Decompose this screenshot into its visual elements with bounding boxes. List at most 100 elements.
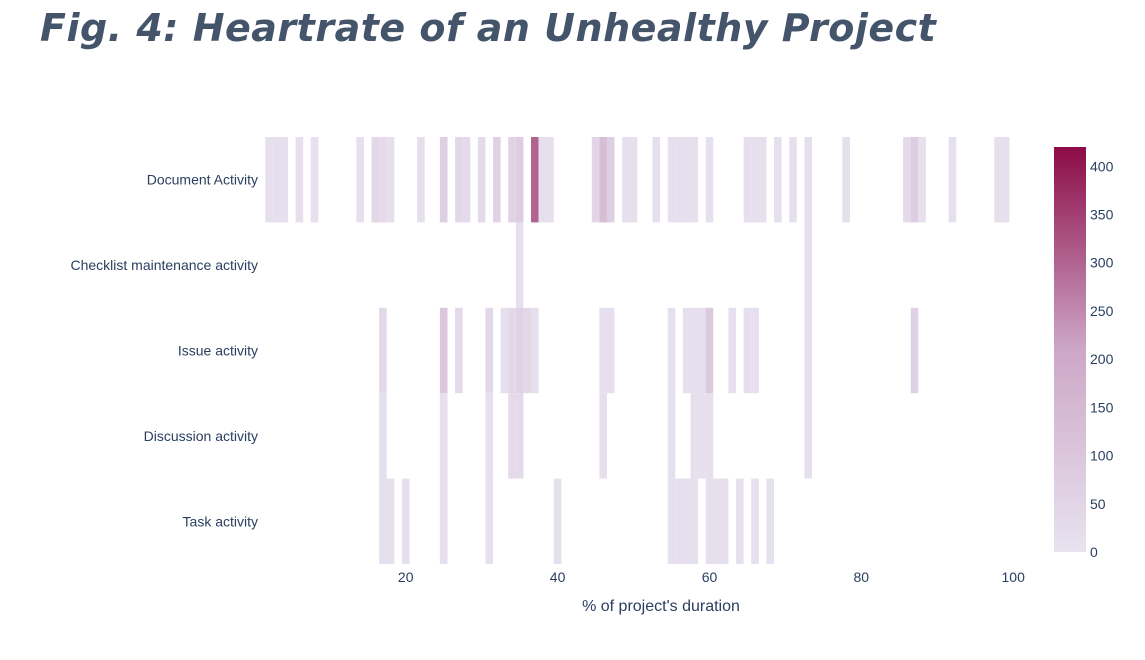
heatmap-cell xyxy=(523,307,532,394)
heatmap-cell xyxy=(417,137,425,223)
heatmap-cell xyxy=(439,137,448,223)
heatmap-cell xyxy=(698,307,706,394)
heatmap-cell xyxy=(379,307,387,394)
heatmap-cell xyxy=(789,137,797,223)
heatmap-cell xyxy=(667,478,676,564)
heatmap-cell xyxy=(804,222,812,308)
heatmap-cell xyxy=(508,393,516,479)
heatmap-cell xyxy=(599,307,607,394)
heatmap-cell xyxy=(379,137,387,223)
y-tick-label: Task activity xyxy=(183,513,258,529)
colorbar-tick-label: 400 xyxy=(1090,158,1114,174)
x-tick-label: 100 xyxy=(1002,569,1026,585)
heatmap-cell xyxy=(272,137,281,223)
heatmap-cell xyxy=(515,307,524,394)
colorbar-tick-label: 300 xyxy=(1090,255,1114,271)
heatmap-cell xyxy=(546,137,554,223)
heatmap-cell xyxy=(515,137,524,223)
heatmap-cell xyxy=(493,137,501,223)
heatmap-cell xyxy=(994,137,1002,223)
heatmap-cell xyxy=(918,137,926,223)
heatmap-cell xyxy=(591,137,600,223)
heatmap-cell xyxy=(910,137,919,223)
heatmap-cell xyxy=(462,137,471,223)
heatmap-cell xyxy=(690,393,699,479)
heatmap-cell xyxy=(531,307,539,394)
heatmap-cell xyxy=(751,478,759,564)
y-tick-label: Checklist maintenance activity xyxy=(70,257,258,273)
heatmap-cell xyxy=(599,393,607,479)
heatmap-cell xyxy=(804,307,812,394)
x-tick-label: 80 xyxy=(854,569,870,585)
colorbar-tick-label: 50 xyxy=(1090,496,1106,512)
colorbar xyxy=(1054,147,1086,552)
colorbar-tick-label: 0 xyxy=(1090,544,1098,560)
heatmap-cell xyxy=(485,393,494,479)
colorbar-tick-label: 150 xyxy=(1090,399,1114,415)
heatmap-cell xyxy=(705,137,714,223)
heatmap-cell xyxy=(720,478,729,564)
heatmap-cell xyxy=(356,137,364,223)
heatmap-cell xyxy=(751,137,759,223)
heatmap-cell xyxy=(622,137,630,223)
heatmap-cell xyxy=(804,393,812,479)
heatmap-cell xyxy=(379,393,387,479)
heatmap-cell xyxy=(743,307,752,394)
x-axis-ticks: 20 40 60 80 100 xyxy=(398,569,1025,585)
heatmap-cell xyxy=(682,478,691,564)
x-axis-title: % of project's duration xyxy=(582,598,740,615)
heatmap-cell xyxy=(690,137,699,223)
heatmap-cell xyxy=(675,478,683,564)
x-tick-label: 60 xyxy=(702,569,718,585)
heatmap-cell xyxy=(371,137,380,223)
heatmap-cell xyxy=(401,478,410,564)
heatmap-cell xyxy=(439,478,448,564)
heatmap-cell xyxy=(903,137,911,223)
heatmap-cell xyxy=(728,307,737,394)
heatmap-cell xyxy=(455,307,463,394)
x-tick-label: 40 xyxy=(550,569,566,585)
figure-title: Fig. 4: Heartrate of an Unhealthy Projec… xyxy=(40,6,937,50)
heatmap-cell xyxy=(386,137,395,223)
heatmap-cell xyxy=(439,393,448,479)
heatmap-cell xyxy=(280,137,289,223)
heatmap-cell xyxy=(667,137,676,223)
heatmap-cell xyxy=(629,137,638,223)
heatmap-cell xyxy=(766,478,775,564)
heatmap-cell xyxy=(698,393,706,479)
heatmap-cell xyxy=(500,307,509,394)
heatmap-cell xyxy=(515,222,524,308)
heatmap-cells xyxy=(265,137,1010,564)
heatmap-cell xyxy=(295,137,304,223)
y-tick-label: Discussion activity xyxy=(144,428,258,444)
heatmap-cell xyxy=(606,137,615,223)
heatmap-cell xyxy=(386,478,395,564)
heatmap-cell xyxy=(439,307,448,394)
heatmap-cell xyxy=(1001,137,1010,223)
heatmap-cell xyxy=(455,137,463,223)
heatmap-cell xyxy=(538,137,547,223)
heatmap-cell xyxy=(667,393,676,479)
heatmap-cell xyxy=(713,478,721,564)
heatmap-cell xyxy=(599,137,607,223)
heatmap-cell xyxy=(774,137,782,223)
heatmap-cell xyxy=(705,478,714,564)
heatmap-cell xyxy=(690,307,699,394)
heatmap-cell xyxy=(736,478,744,564)
heatmap-cell xyxy=(743,137,752,223)
heatmap-cell xyxy=(652,137,661,223)
heatmap-cell xyxy=(379,478,387,564)
heatmap-cell xyxy=(705,393,714,479)
y-tick-label: Issue activity xyxy=(178,343,258,359)
heatmap-cell xyxy=(265,137,273,223)
heatmap-cell xyxy=(515,393,524,479)
heatmap-cell xyxy=(508,307,516,394)
x-tick-label: 20 xyxy=(398,569,414,585)
heatmap-cell xyxy=(690,478,699,564)
heatmap-cell xyxy=(531,137,539,223)
heatmap-cell xyxy=(751,307,759,394)
heatmap-cell xyxy=(667,307,676,394)
heatmap-cell xyxy=(758,137,767,223)
colorbar-tick-label: 200 xyxy=(1090,351,1114,367)
